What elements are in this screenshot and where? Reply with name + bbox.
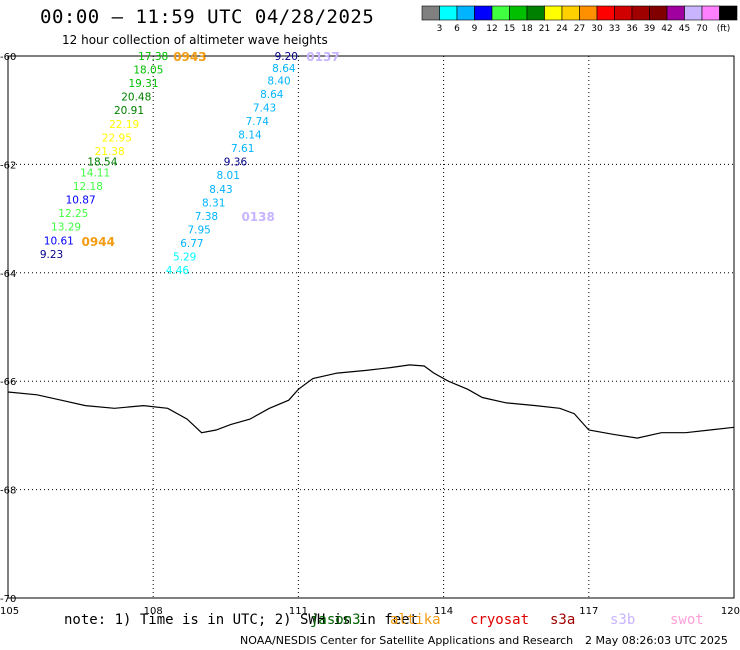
credit-text: NOAA/NESDIS Center for Satellite Applica… xyxy=(240,634,574,647)
color-scale-swatch xyxy=(596,5,615,21)
swh-label: 21.38 xyxy=(95,146,125,158)
credit-timestamp: 2 May 08:26:03 UTC 2025 xyxy=(585,634,728,647)
satellite-legend-swot: swot xyxy=(670,612,704,628)
swh-label: 12.25 xyxy=(58,208,88,220)
swh-label: 8.14 xyxy=(238,130,262,142)
swh-label: 4.46 xyxy=(166,265,190,277)
swh-label: 14.11 xyxy=(80,168,110,180)
coastline xyxy=(7,364,735,439)
color-scale-swatch xyxy=(719,5,738,21)
track-end-time: 0944 xyxy=(82,235,115,249)
swh-label: 7.74 xyxy=(246,116,270,128)
swh-label: 18.54 xyxy=(87,157,117,169)
color-scale-label: 9 xyxy=(472,24,478,34)
color-scale-swatch xyxy=(614,5,633,21)
color-scale-label: 36 xyxy=(626,24,638,34)
swh-label: 9.20 xyxy=(275,51,298,63)
chart-subtitle: 12 hour collection of altimeter wave hei… xyxy=(62,33,328,47)
x-tick-label: 111 xyxy=(289,606,308,617)
x-tick-label: 105 xyxy=(0,606,19,617)
color-scale-label: 33 xyxy=(609,24,620,34)
y-tick-label: -68 xyxy=(0,486,16,497)
color-scale-label: 21 xyxy=(539,24,550,34)
color-scale-label: 18 xyxy=(521,24,533,34)
color-scale-label: 45 xyxy=(679,24,690,34)
color-scale-swatch xyxy=(474,5,493,21)
color-scale-swatch xyxy=(526,5,545,21)
swh-label: 7.95 xyxy=(187,224,210,236)
footnote: note: 1) Time is in UTC; 2) SWH is in fe… xyxy=(64,612,419,628)
track-start-time: 0943 xyxy=(173,50,206,64)
x-tick-label: 120 xyxy=(721,606,740,617)
color-scale-label: 70 xyxy=(696,24,708,34)
color-scale-label: 27 xyxy=(574,24,585,34)
swh-label: 22.19 xyxy=(109,119,139,131)
swh-label: 8.40 xyxy=(267,75,290,87)
color-scale-swatch xyxy=(544,5,563,21)
color-scale-swatch xyxy=(439,5,458,21)
swh-label: 12.18 xyxy=(73,181,103,193)
swh-label: 13.29 xyxy=(51,222,81,234)
satellite-legend-cryosat: cryosat xyxy=(470,612,530,628)
color-scale-swatch xyxy=(649,5,668,21)
y-tick-label: -64 xyxy=(0,269,16,280)
color-scale-label: 39 xyxy=(644,24,656,34)
plot-frame xyxy=(7,55,735,599)
swh-label: 8.01 xyxy=(217,170,240,182)
swh-label: 22.95 xyxy=(102,132,132,144)
satellite-legend-s3a: s3a xyxy=(550,612,576,628)
color-scale-swatch xyxy=(701,5,720,21)
swh-label: 7.38 xyxy=(195,211,218,223)
color-scale-swatch xyxy=(684,5,703,21)
color-scale-swatch xyxy=(579,5,598,21)
satellite-legend-jason3: jason3 xyxy=(310,612,361,628)
y-tick-label: -62 xyxy=(0,160,16,171)
swh-label: 7.61 xyxy=(231,143,254,155)
color-scale-label: 15 xyxy=(504,24,515,34)
swh-label: 7.43 xyxy=(253,102,276,114)
swh-label: 8.43 xyxy=(209,184,232,196)
swh-label: 10.87 xyxy=(66,195,96,207)
satellite-legend-altika: altika xyxy=(390,612,441,628)
swh-label: 19.31 xyxy=(128,78,158,90)
color-scale-swatch xyxy=(456,5,475,21)
swh-label: 6.77 xyxy=(180,238,203,250)
chart-title: 00:00 – 11:59 UTC 04/28/2025 xyxy=(40,6,375,28)
x-tick-label: 117 xyxy=(579,606,598,617)
color-scale-swatch xyxy=(631,5,650,21)
color-scale-label: 30 xyxy=(591,24,603,34)
color-scale-label: 3 xyxy=(437,24,443,34)
track-end-time: 0138 xyxy=(241,210,274,224)
swh-label: 9.23 xyxy=(40,249,63,261)
x-tick-label: 114 xyxy=(434,606,453,617)
color-scale-swatch xyxy=(561,5,580,21)
swh-label: 17.38 xyxy=(138,51,168,63)
swh-label: 9.36 xyxy=(224,157,248,169)
y-tick-label: -66 xyxy=(0,377,16,388)
color-scale-swatch xyxy=(666,5,685,21)
swh-label: 18.05 xyxy=(133,65,163,77)
color-scale-swatch xyxy=(421,5,440,21)
track-start-time: 0137 xyxy=(306,50,339,64)
satellite-legend-s3b: s3b xyxy=(610,612,636,628)
color-scale-label: 24 xyxy=(556,24,568,34)
swh-label: 5.29 xyxy=(173,252,196,264)
color-scale-label: 42 xyxy=(661,24,672,34)
y-tick-label: -60 xyxy=(0,52,16,63)
swh-label: 8.31 xyxy=(202,197,225,209)
swh-label: 20.91 xyxy=(114,105,144,117)
y-tick-label: -70 xyxy=(0,594,16,605)
color-scale-swatch xyxy=(509,5,528,21)
swh-label: 20.48 xyxy=(121,92,151,104)
swh-label: 8.64 xyxy=(272,63,296,75)
x-tick-label: 108 xyxy=(144,606,163,617)
color-scale-unit: (ft) xyxy=(717,24,731,34)
color-scale-swatch xyxy=(491,5,510,21)
swh-label: 8.64 xyxy=(260,89,284,101)
swh-label: 10.61 xyxy=(44,235,74,247)
color-scale-label: 12 xyxy=(486,24,497,34)
color-scale-label: 6 xyxy=(454,24,460,34)
